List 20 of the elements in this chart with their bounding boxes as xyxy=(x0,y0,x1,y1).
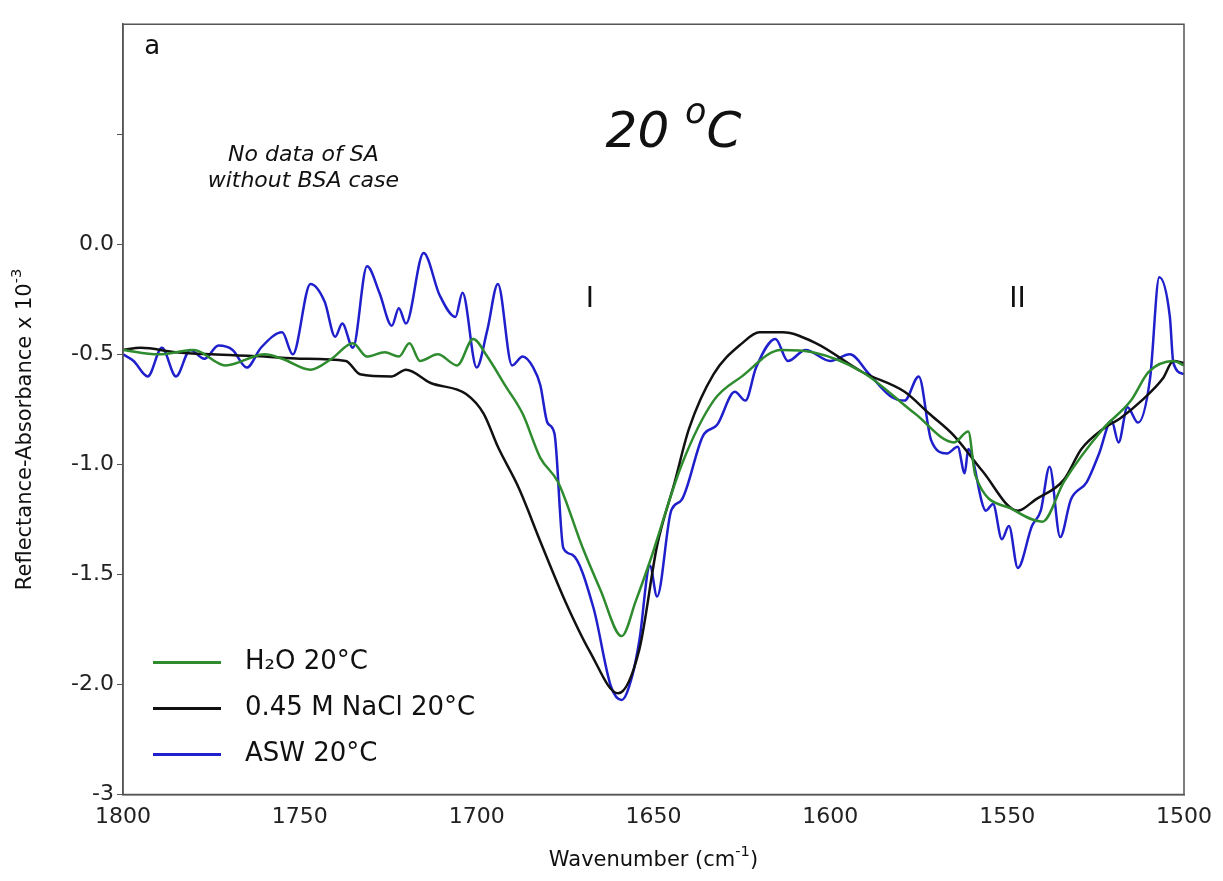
x-tick-label: 1500 xyxy=(1156,802,1213,828)
annotation: I xyxy=(585,280,594,314)
y-tick-label: 0.0 xyxy=(79,230,114,256)
y-tick-label: -1.0 xyxy=(71,450,114,476)
y-tick-label: -2.0 xyxy=(71,670,114,696)
annotation: a xyxy=(144,30,161,61)
y-axis-title: Reflectance-Absorbance x 10-3 xyxy=(7,268,37,591)
x-tick-label: 1750 xyxy=(271,802,328,828)
y-tick-label: -0.5 xyxy=(71,340,114,366)
x-tick-label: 1600 xyxy=(802,802,859,828)
x-tick-label: 1650 xyxy=(625,802,682,828)
x-tick-label: 1550 xyxy=(979,802,1036,828)
legend-label: ASW 20°C xyxy=(245,737,378,768)
x-tick-label: 1700 xyxy=(448,802,505,828)
annotation: II xyxy=(1009,280,1026,314)
annotation: No data of SA without BSA case xyxy=(207,140,400,192)
line-series xyxy=(123,337,1185,638)
legend-label: 0.45 M NaCl 20°C xyxy=(245,691,476,722)
y-tick-label: -1.5 xyxy=(71,560,114,586)
legend-label: H₂O 20°C xyxy=(245,645,368,676)
